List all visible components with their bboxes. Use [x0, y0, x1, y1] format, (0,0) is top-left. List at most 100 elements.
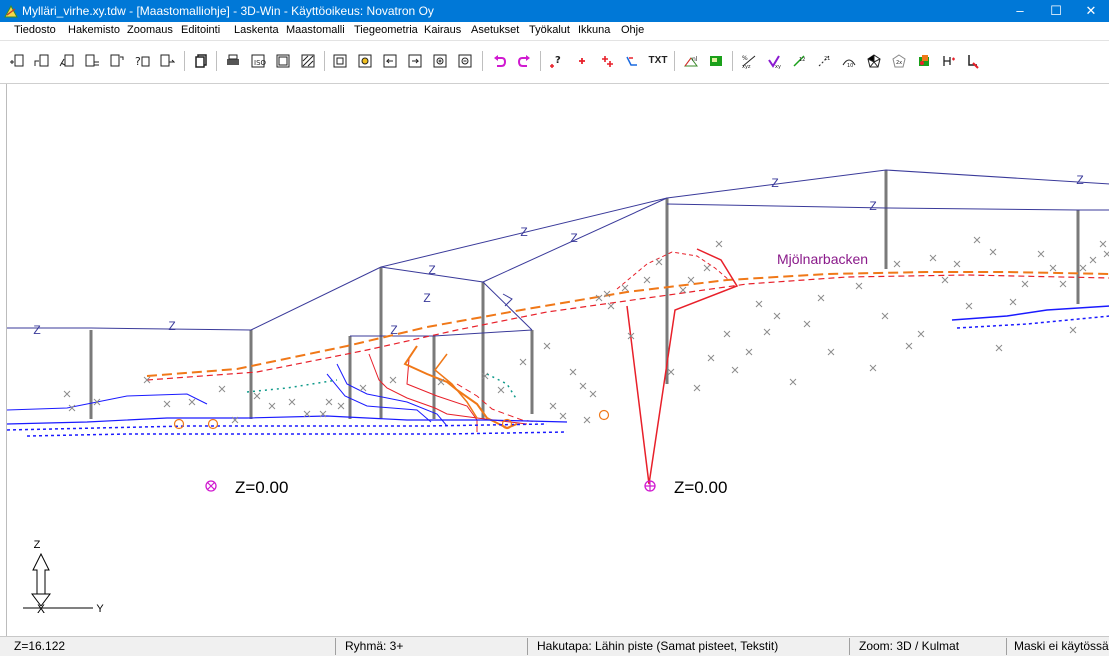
zoom-in-button[interactable] [429, 50, 451, 72]
open-file-icon [34, 54, 49, 67]
coordinate-button[interactable]: % xyz [738, 50, 760, 72]
svg-text:ISO: ISO [254, 59, 266, 67]
print-preview-button[interactable]: ISO [247, 50, 269, 72]
menu-editointi[interactable]: Editointi [181, 24, 221, 36]
tools-button[interactable] [938, 50, 960, 72]
survey-point [93, 398, 101, 406]
point-info-button[interactable]: ? [546, 50, 568, 72]
terrain-model-button[interactable]: nl [680, 50, 702, 72]
pen-button[interactable] [962, 50, 984, 72]
plot-button[interactable] [297, 50, 319, 72]
3d-view-button[interactable] [863, 50, 885, 72]
survey-point [789, 378, 797, 386]
z-label: Z=0.00 [674, 478, 727, 497]
open-file-button[interactable] [31, 50, 53, 72]
save-file-button[interactable] [81, 50, 103, 72]
print-button[interactable] [222, 50, 244, 72]
zoom-all-button[interactable] [329, 50, 351, 72]
profile-line [502, 293, 513, 307]
menu-tiegeometria[interactable]: Tiegeometria [354, 24, 418, 36]
line-button[interactable] [621, 50, 643, 72]
menu-zoomaus[interactable]: Zoomaus [127, 24, 173, 36]
menu-ikkuna[interactable]: Ikkuna [578, 24, 611, 36]
menu-ohje[interactable]: Ohje [621, 24, 645, 36]
pan-right-button[interactable] [404, 50, 426, 72]
survey-point [679, 286, 687, 294]
point-file-button[interactable] [56, 50, 78, 72]
axis-x-label: X [37, 602, 45, 616]
height-button[interactable]: 12 [788, 50, 810, 72]
status-zoom: Zoom: 3D / Kulmat [859, 639, 960, 653]
export-file-button[interactable] [156, 50, 178, 72]
print-icon [227, 54, 239, 65]
contour-button[interactable]: 10 [838, 50, 860, 72]
line-icon [626, 56, 637, 66]
survey-point [497, 386, 505, 394]
survey-point [231, 416, 239, 424]
survey-point [893, 260, 901, 268]
copy-button[interactable] [190, 50, 212, 72]
undo-icon [494, 55, 507, 67]
menu-tiedosto[interactable]: Tiedosto [14, 24, 56, 36]
menu-kairaus[interactable]: Kairaus [424, 24, 462, 36]
ground-line [7, 393, 208, 411]
menu-asetukset[interactable]: Asetukset [471, 24, 520, 36]
minimize-button[interactable]: – [1016, 3, 1024, 18]
maximize-button[interactable]: ☐ [1050, 3, 1062, 18]
check-button[interactable]: xy [763, 50, 785, 72]
zoom-window-button[interactable] [354, 50, 376, 72]
page-setup-button[interactable] [272, 50, 294, 72]
menu-maastomalli[interactable]: Maastomalli [286, 24, 345, 36]
survey-point [687, 276, 695, 284]
question-file-button[interactable]: ? [131, 50, 153, 72]
export-file-icon [160, 54, 175, 67]
survey-point [905, 342, 913, 350]
color-button[interactable] [913, 50, 935, 72]
survey-point [667, 368, 675, 376]
survey-point [655, 258, 663, 266]
profile-line [7, 327, 252, 331]
menu-laskenta[interactable]: Laskenta [234, 24, 279, 36]
survey-point [881, 312, 889, 320]
slope-button[interactable]: 21 [813, 50, 835, 72]
survey-point [481, 372, 489, 380]
grid-button[interactable] [705, 50, 727, 72]
grid-icon [710, 56, 722, 66]
drawing-canvas[interactable]: Z Z Z Z Z Z Z Z Z Z Mjölnarbacken Z=0.00 Z=0.00 Z X Y [6, 84, 1109, 636]
menu-tyokalut[interactable]: Työkalut [529, 24, 570, 36]
save-as-button[interactable] [106, 50, 128, 72]
new-file-button[interactable] [6, 50, 28, 72]
close-button[interactable]: ✕ [1085, 3, 1097, 18]
zero-point-marker [207, 482, 215, 490]
volume-button[interactable]: 2x [888, 50, 910, 72]
text-button[interactable]: TXT [648, 55, 668, 66]
menu-hakemisto[interactable]: Hakemisto [68, 24, 120, 36]
profile-z-marker: Z [423, 291, 430, 305]
undo-button[interactable] [489, 50, 511, 72]
redo-icon [517, 55, 530, 67]
survey-point [1099, 240, 1107, 248]
survey-point [359, 384, 367, 392]
ground-line [951, 305, 1109, 321]
survey-point [337, 402, 345, 410]
axis-y-label: Y [96, 603, 104, 615]
zoom-out-button[interactable] [454, 50, 476, 72]
survey-point [1009, 298, 1017, 306]
print-preview-icon: ISO [251, 54, 266, 68]
survey-point [68, 404, 76, 412]
survey-point [389, 376, 397, 384]
pan-left-button[interactable] [379, 50, 401, 72]
survey-point [603, 290, 611, 298]
survey-point [1079, 264, 1087, 272]
add-point-button[interactable] [571, 50, 593, 72]
axis-z-arrow [32, 552, 50, 595]
zoom-out-icon [458, 54, 472, 68]
survey-point [1059, 280, 1067, 288]
move-point-button[interactable] [596, 50, 618, 72]
survey-point [143, 376, 151, 384]
survey-point [989, 248, 997, 256]
ground-line [7, 423, 548, 431]
redo-button[interactable] [513, 50, 535, 72]
survey-point [703, 264, 711, 272]
